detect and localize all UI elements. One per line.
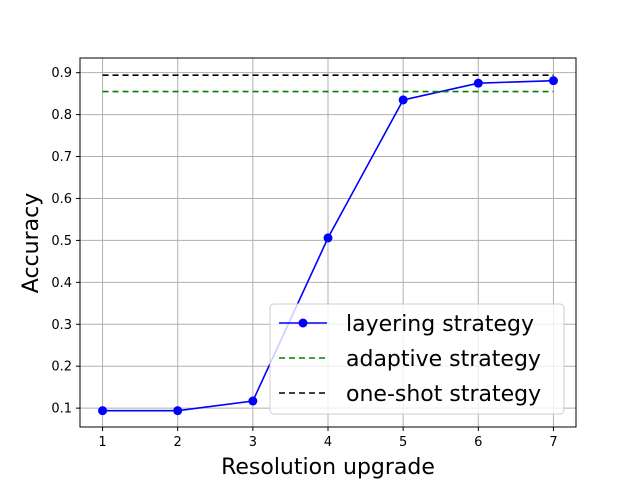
layering-strategy-point: [173, 406, 183, 416]
layering-strategy-point: [473, 78, 483, 88]
x-tick-label: 6: [474, 435, 482, 450]
legend-box: [269, 303, 565, 415]
x-tick-label: 4: [324, 435, 332, 450]
y-tick-label: 0.1: [51, 402, 72, 417]
x-tick-label: 1: [98, 435, 106, 450]
legend-layering-strategy-marker: [298, 318, 308, 328]
y-tick-label: 0.3: [51, 318, 72, 333]
legend-one-shot-strategy-label: one-shot strategy: [346, 382, 541, 407]
y-tick-label: 0.8: [51, 108, 72, 123]
y-tick-label: 0.6: [51, 192, 72, 207]
layering-strategy-point: [398, 95, 408, 105]
x-tick-label: 7: [549, 435, 557, 450]
layering-strategy-point: [248, 396, 258, 406]
layering-strategy-point: [548, 76, 558, 86]
legend-adaptive-strategy-label: adaptive strategy: [346, 347, 541, 372]
x-tick-label: 3: [249, 435, 257, 450]
grid: [80, 58, 576, 427]
y-axis-label: Accuracy: [19, 193, 44, 293]
y-tick-label: 0.4: [51, 276, 72, 291]
axis-ticks: 1 2 3 4 5 6 7 0.1 0.2 0.3 0.4 0.5 0.6 0.7 0.8 0.9: [51, 66, 557, 450]
layering-strategy-point: [323, 233, 333, 243]
x-tick-label: 2: [174, 435, 182, 450]
layering-strategy-point: [98, 406, 108, 416]
y-tick-label: 0.5: [51, 234, 72, 249]
series-layer: [98, 74, 558, 416]
legend: layering strategy adaptive strategy one-sh…: [269, 303, 565, 415]
x-tick-label: 5: [399, 435, 407, 450]
legend-layering-strategy-label: layering strategy: [346, 312, 534, 337]
x-axis-label: Resolution upgrade: [221, 455, 435, 480]
y-tick-label: 0.2: [51, 360, 72, 375]
y-tick-label: 0.9: [51, 66, 72, 81]
y-tick-label: 0.7: [51, 150, 72, 165]
